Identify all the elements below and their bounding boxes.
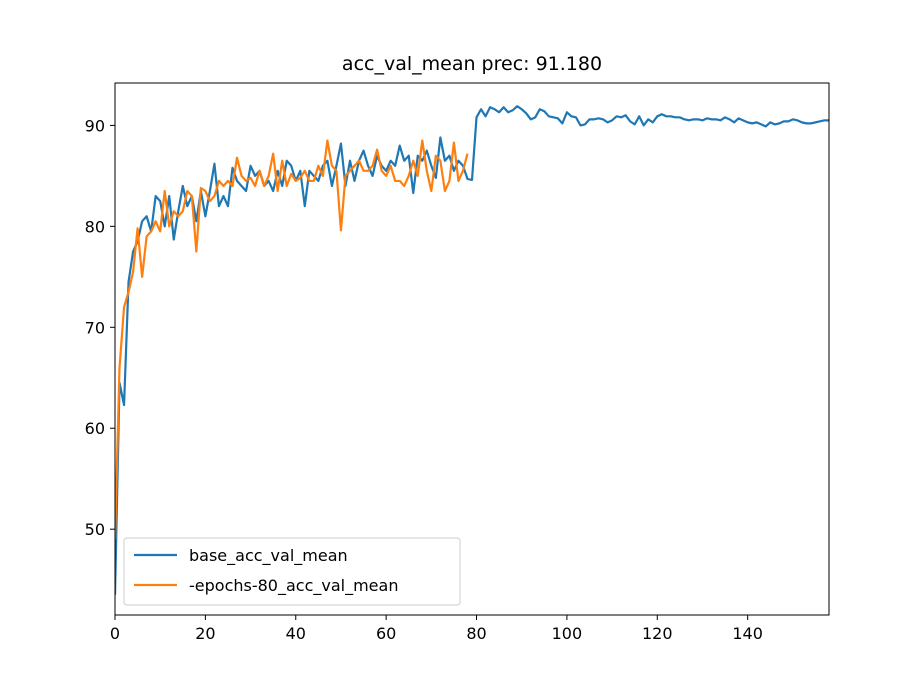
chart-title: acc_val_mean prec: 91.180 — [342, 53, 602, 75]
x-tick-label: 0 — [110, 624, 120, 643]
y-tick-label: 60 — [85, 419, 105, 438]
x-axis: 0 20 40 60 80 100 120 140 — [110, 615, 763, 643]
legend-label-base: base_acc_val_mean — [189, 546, 348, 566]
legend: base_acc_val_mean -epochs-80_acc_val_mea… — [123, 537, 461, 606]
x-tick-label: 120 — [642, 624, 673, 643]
y-tick-label: 50 — [85, 520, 105, 539]
series-line-1 — [115, 139, 469, 540]
x-tick-label: 100 — [552, 624, 583, 643]
x-tick-label: 140 — [732, 624, 763, 643]
y-axis: 50 60 70 80 90 — [85, 116, 115, 539]
y-tick-label: 80 — [85, 217, 105, 236]
y-tick-label: 90 — [85, 116, 105, 135]
x-tick-label: 60 — [376, 624, 396, 643]
x-tick-label: 20 — [195, 624, 215, 643]
y-tick-label: 70 — [85, 318, 105, 337]
legend-box — [123, 537, 461, 606]
x-tick-label: 80 — [466, 624, 486, 643]
plot-frame — [114, 82, 830, 616]
x-tick-label: 40 — [286, 624, 306, 643]
series-lines — [115, 105, 829, 595]
legend-label-epochs-80: -epochs-80_acc_val_mean — [189, 576, 398, 596]
